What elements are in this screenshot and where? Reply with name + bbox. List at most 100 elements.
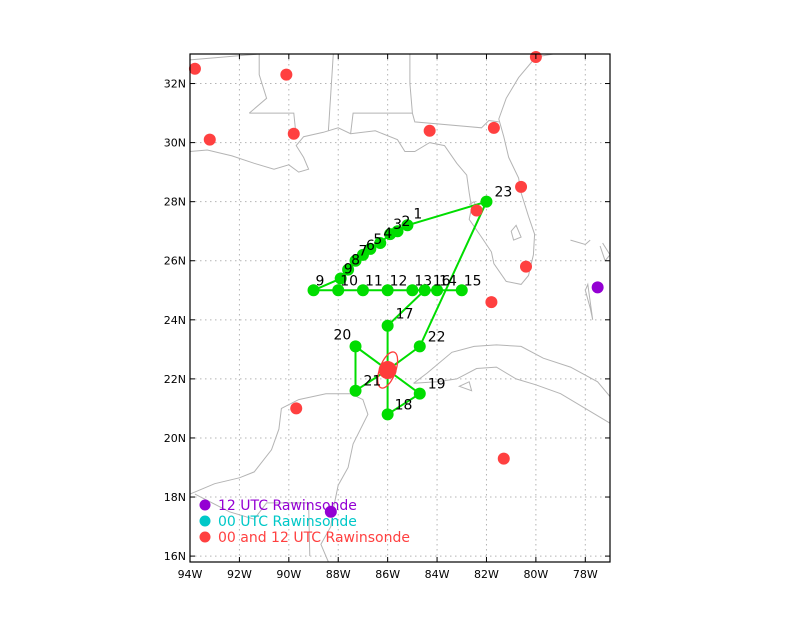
grand-bahama-coast [570, 239, 591, 246]
rawinsonde-12-site [591, 281, 604, 294]
waypoint-marker [332, 284, 345, 297]
x-tick-label: 84W [425, 568, 450, 581]
rawinsonde-00-12-site [188, 62, 201, 75]
rawinsonde-00-12-site [203, 133, 216, 146]
cuba-north-coast [413, 344, 611, 409]
waypoint-label: 18 [395, 397, 413, 413]
waypoint-label: 7 [359, 244, 368, 260]
waypoint-marker [455, 284, 468, 297]
waypoint-label: 5 [373, 232, 382, 248]
waypoint-label: 6 [366, 238, 375, 254]
alabama-georgia-border [350, 54, 413, 134]
rawinsonde-00-12-site [423, 124, 436, 137]
waypoint-marker [413, 387, 426, 400]
x-tick-label: 78W [573, 568, 598, 581]
waypoint-label: 4 [383, 226, 392, 242]
waypoint-label: 15 [464, 273, 482, 289]
waypoint-marker [413, 340, 426, 353]
waypoint-marker [356, 284, 369, 297]
waypoint-label: 14 [439, 273, 457, 289]
waypoint-label: 21 [364, 374, 382, 390]
y-tick-label: 18N [164, 491, 186, 504]
rawinsonde-00-12-site [290, 402, 303, 415]
cuba-south-coast [413, 366, 611, 424]
waypoint-marker [381, 284, 394, 297]
lake-okeechobee [510, 224, 522, 241]
waypoint-label: 10 [340, 273, 358, 289]
waypoint-label: 2 [402, 214, 411, 230]
map-frame [189, 53, 611, 563]
mississippi-river-border [248, 54, 268, 114]
guatemala-belize-border [308, 502, 311, 557]
storm-center-marker [378, 361, 397, 380]
waypoint-marker [349, 384, 362, 397]
arkansas-border [189, 53, 260, 61]
storm-center [377, 351, 399, 389]
y-tick-label: 30N [164, 137, 186, 150]
mississippi-alabama-border [327, 53, 334, 131]
x-tick-label: 92W [227, 568, 252, 581]
waypoint-marker [401, 219, 414, 232]
y-tick-label: 24N [164, 314, 186, 327]
rawinsonde-00-12-site [485, 296, 498, 309]
rawinsonde-00-12-site [520, 260, 532, 273]
legend-marker [199, 499, 211, 511]
y-tick-label: 22N [164, 373, 186, 386]
waypoint-marker [381, 319, 394, 332]
y-tick-label: 20N [164, 432, 186, 445]
axis-ticks: 94W 92W 90W 88W 86W 84W 82W 80W 78W 16N 18N 20N 22N 2… [164, 54, 610, 581]
waypoint-marker [374, 237, 387, 250]
waypoint-label: 8 [351, 253, 360, 269]
y-tick-label: 26N [164, 255, 186, 268]
waypoint-label: 20 [334, 327, 352, 343]
rawinsonde-00-12-site [497, 452, 510, 465]
coastlines [189, 53, 611, 563]
legend-marker [199, 515, 211, 527]
waypoint-label: 3 [393, 217, 402, 233]
rawinsonde-12-site [324, 505, 337, 518]
waypoint-label: 9 [316, 273, 325, 289]
x-tick-label: 88W [326, 568, 351, 581]
y-tick-label: 28N [164, 196, 186, 209]
legend-label: 12 UTC Rawinsonde [218, 498, 357, 514]
y-tick-label: 32N [164, 78, 186, 91]
rawinsonde-00-12-site [515, 180, 528, 193]
mexico-guatemala-border [194, 493, 309, 520]
legend-marker [199, 531, 211, 543]
map-border [189, 53, 611, 563]
waypoint-marker [418, 284, 431, 297]
waypoint-marker [406, 284, 419, 297]
legend-label: 00 UTC Rawinsonde [218, 514, 357, 530]
florida-georgia-border [411, 112, 499, 129]
waypoint-marker [334, 272, 347, 285]
waypoint-label: 1 [413, 206, 422, 222]
waypoint-label: 22 [428, 329, 446, 345]
abaco-coast [599, 242, 611, 262]
isla-juventud-coast [457, 381, 473, 392]
rawinsonde-00-12-site [287, 127, 300, 140]
rawinsonde-00-12-site [470, 204, 483, 217]
rawinsonde-00-12-site [280, 68, 293, 81]
waypoint-label: 11 [365, 273, 383, 289]
x-tick-label: 90W [276, 568, 301, 581]
x-tick-label: 86W [375, 568, 400, 581]
bahamas-island-coast [584, 282, 594, 320]
us-gulf-atlantic-coast [189, 53, 554, 285]
waypoint-marker [349, 340, 362, 353]
waypoint-marker [349, 254, 362, 267]
waypoint-label: 16 [433, 273, 451, 289]
waypoint-marker [384, 228, 397, 241]
x-tick-label: 94W [178, 568, 203, 581]
waypoint-label: 12 [390, 273, 408, 289]
waypoint-marker [480, 195, 493, 208]
waypoint-marker [381, 408, 394, 421]
x-tick-label: 82W [474, 568, 499, 581]
legend-label: 00 and 12 UTC Rawinsonde [218, 530, 410, 546]
waypoint-marker [342, 263, 355, 276]
y-tick-label: 16N [164, 550, 186, 563]
waypoint-label: 9 [344, 261, 353, 277]
waypoint-marker [431, 284, 444, 297]
